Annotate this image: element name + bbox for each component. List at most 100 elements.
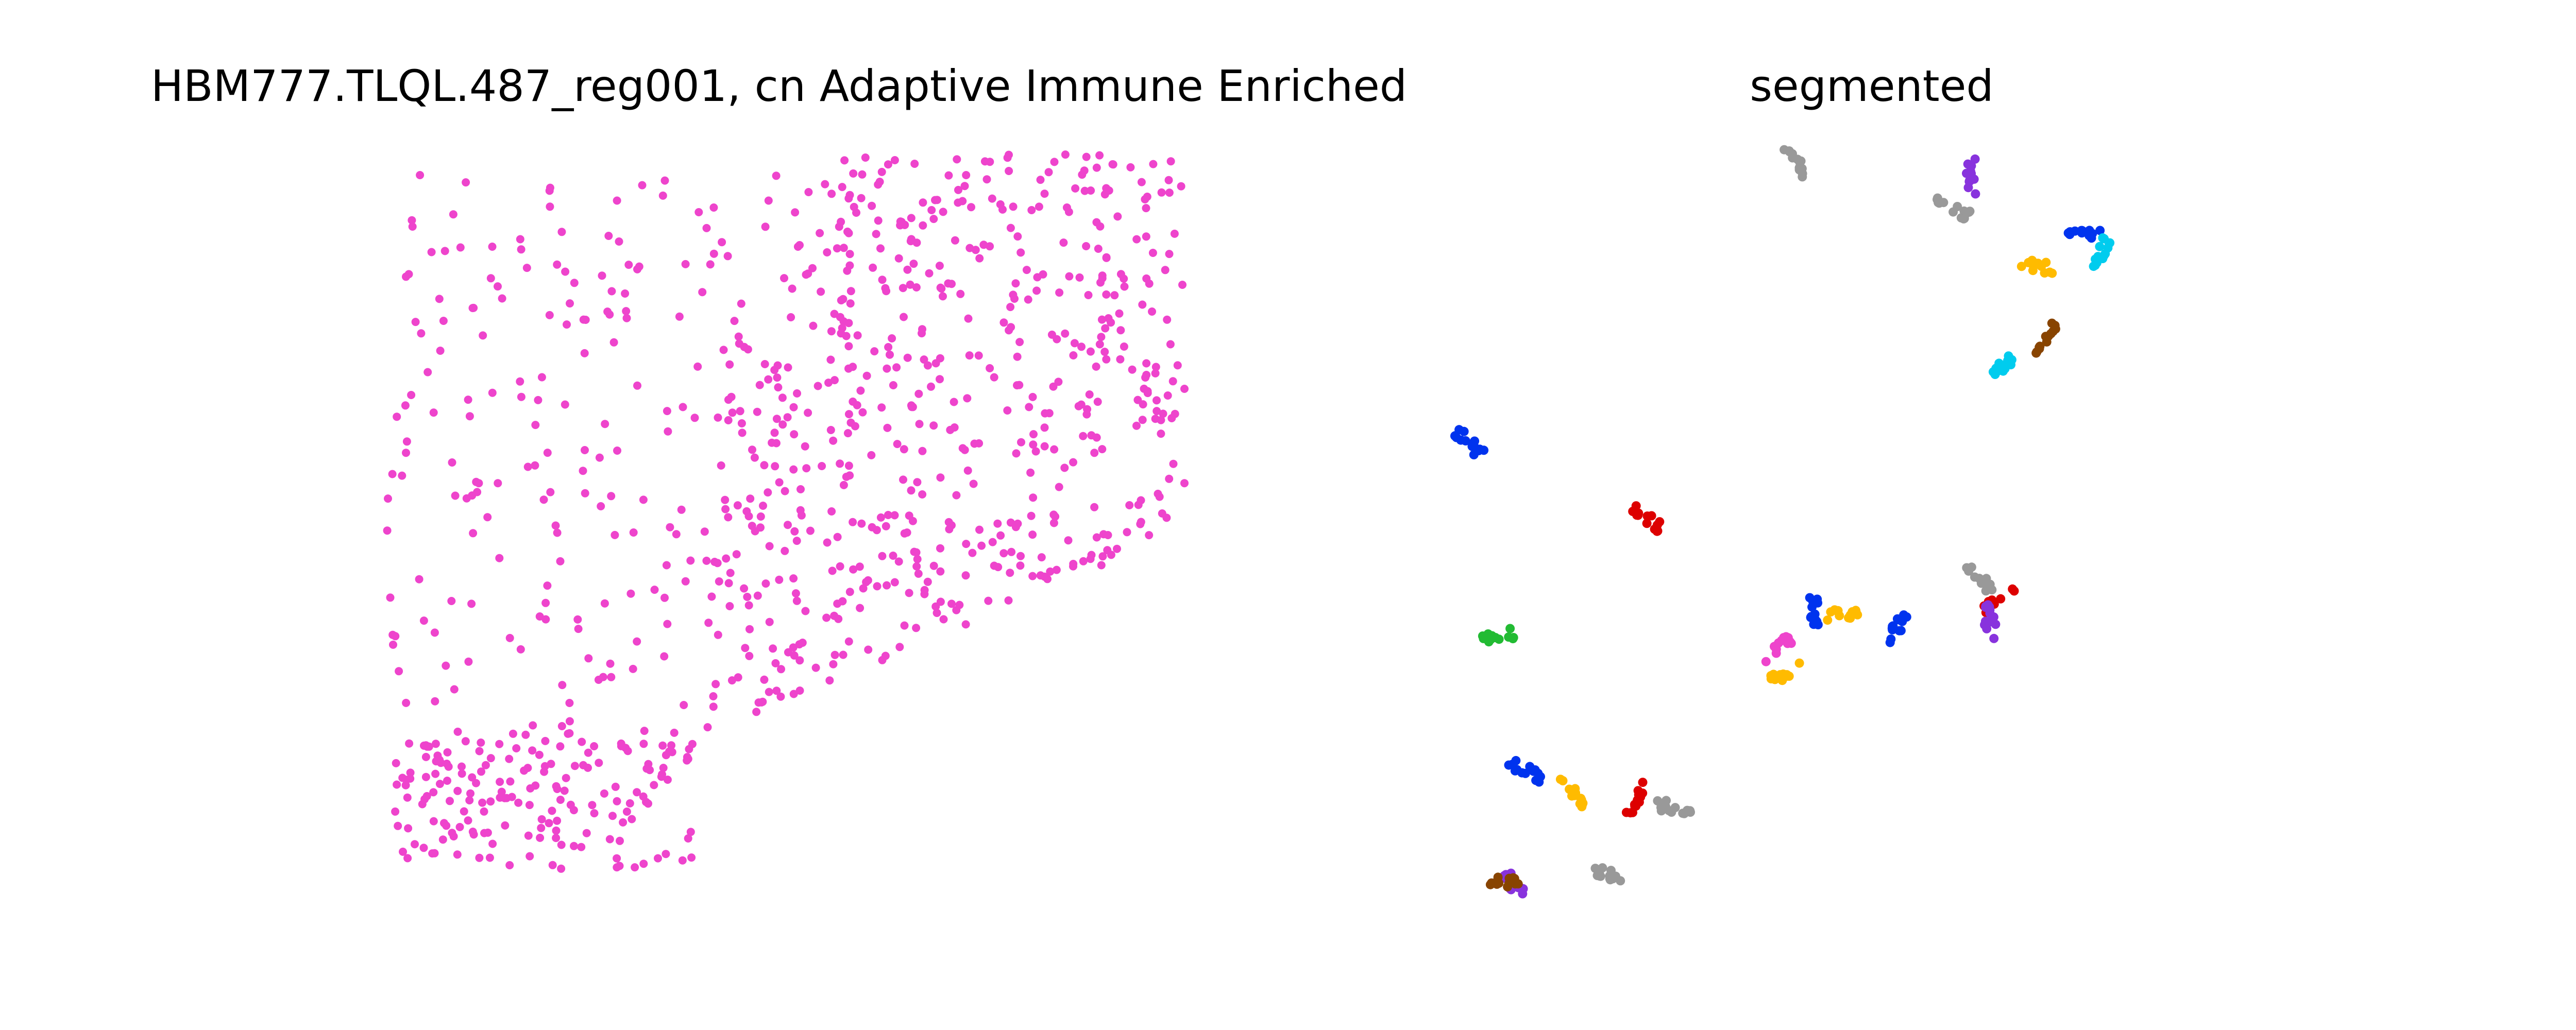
- cell-point: [814, 382, 822, 390]
- cell-point: [744, 601, 753, 610]
- cell-point: [1040, 442, 1049, 451]
- cell-point: [1080, 186, 1089, 195]
- cell-point: [717, 461, 725, 470]
- cell-point: [595, 759, 603, 767]
- cell-point: [477, 767, 485, 776]
- cell-point: [884, 343, 893, 351]
- cell-point: [600, 789, 608, 798]
- cell-point: [578, 737, 586, 746]
- cell-point: [543, 449, 552, 457]
- cell-point: [735, 339, 743, 348]
- segment-point: [1507, 760, 1517, 769]
- cell-point: [517, 392, 526, 401]
- cell-point: [435, 295, 444, 303]
- cell-point: [388, 470, 397, 478]
- cell-point: [829, 660, 838, 668]
- cell-point: [856, 386, 865, 395]
- cell-point: [1102, 290, 1111, 299]
- cell-point: [842, 332, 851, 340]
- cell-point: [686, 556, 695, 565]
- cell-point: [418, 800, 427, 809]
- cell-point: [726, 569, 735, 577]
- cell-point: [639, 740, 648, 748]
- cell-point: [1005, 326, 1013, 335]
- cell-point: [545, 819, 553, 828]
- cell-point: [556, 557, 565, 565]
- cell-point: [557, 228, 566, 236]
- segment-point: [1783, 639, 1792, 648]
- cell-point: [1011, 279, 1020, 288]
- cell-point: [858, 408, 867, 417]
- cell-point: [431, 697, 439, 706]
- cell-point: [850, 202, 858, 211]
- cell-point: [969, 479, 978, 488]
- cell-point: [864, 645, 873, 654]
- cell-point: [622, 808, 631, 816]
- cell-point: [621, 289, 630, 298]
- cell-point: [494, 479, 502, 488]
- cell-point: [581, 489, 589, 497]
- cell-point: [993, 519, 1002, 528]
- cell-point: [453, 786, 462, 795]
- cell-point: [1092, 163, 1101, 172]
- cell-point: [486, 797, 495, 806]
- cell-point: [781, 546, 789, 555]
- segment-point: [1894, 615, 1904, 625]
- cell-point: [1116, 326, 1125, 335]
- cell-point: [600, 599, 609, 608]
- cell-point: [457, 769, 466, 778]
- cell-point: [679, 403, 687, 411]
- cell-point: [919, 221, 927, 230]
- cell-point: [404, 824, 413, 833]
- cell-point: [693, 362, 702, 371]
- cell-point: [419, 616, 428, 625]
- cell-point: [494, 282, 502, 291]
- cell-point: [402, 437, 411, 446]
- segment-point: [1662, 796, 1671, 805]
- cell-point: [548, 861, 557, 869]
- cell-point: [986, 158, 994, 166]
- segment-point: [1933, 193, 1942, 203]
- cell-point: [790, 527, 799, 536]
- cell-point: [423, 368, 432, 376]
- segment-point: [1558, 776, 1568, 785]
- segment-point: [1996, 594, 2006, 604]
- cell-point: [944, 279, 953, 288]
- cell-point: [1085, 390, 1094, 399]
- cell-point: [1180, 385, 1189, 393]
- cell-point: [844, 194, 853, 203]
- cell-point: [765, 542, 774, 551]
- cell-point: [974, 351, 983, 360]
- cell-point: [764, 375, 773, 384]
- cell-point: [1064, 536, 1073, 545]
- cell-point: [1132, 421, 1141, 430]
- cell-point: [772, 171, 781, 180]
- cell-point: [1137, 178, 1146, 186]
- cell-point: [936, 473, 945, 482]
- cell-point: [552, 834, 561, 843]
- cell-point: [1013, 352, 1022, 361]
- cell-point: [750, 453, 759, 462]
- cell-point: [394, 821, 402, 830]
- cell-point: [724, 579, 733, 588]
- segment-point: [1823, 615, 1833, 625]
- cell-point: [1165, 188, 1174, 197]
- cell-point: [844, 319, 853, 328]
- cell-point: [881, 284, 890, 293]
- cell-point: [1105, 186, 1113, 195]
- cell-point: [1028, 392, 1037, 401]
- cell-point: [611, 530, 619, 539]
- cell-point: [566, 299, 574, 308]
- cell-point: [646, 766, 654, 775]
- cell-point: [918, 325, 926, 334]
- segment-point: [2016, 262, 2026, 271]
- cell-point: [663, 407, 671, 416]
- cell-point: [912, 562, 921, 571]
- cell-point: [792, 596, 801, 605]
- cell-point: [742, 507, 751, 516]
- cell-point: [598, 271, 606, 280]
- cell-point: [1116, 355, 1125, 364]
- cell-point: [844, 364, 853, 373]
- cell-point: [541, 598, 550, 607]
